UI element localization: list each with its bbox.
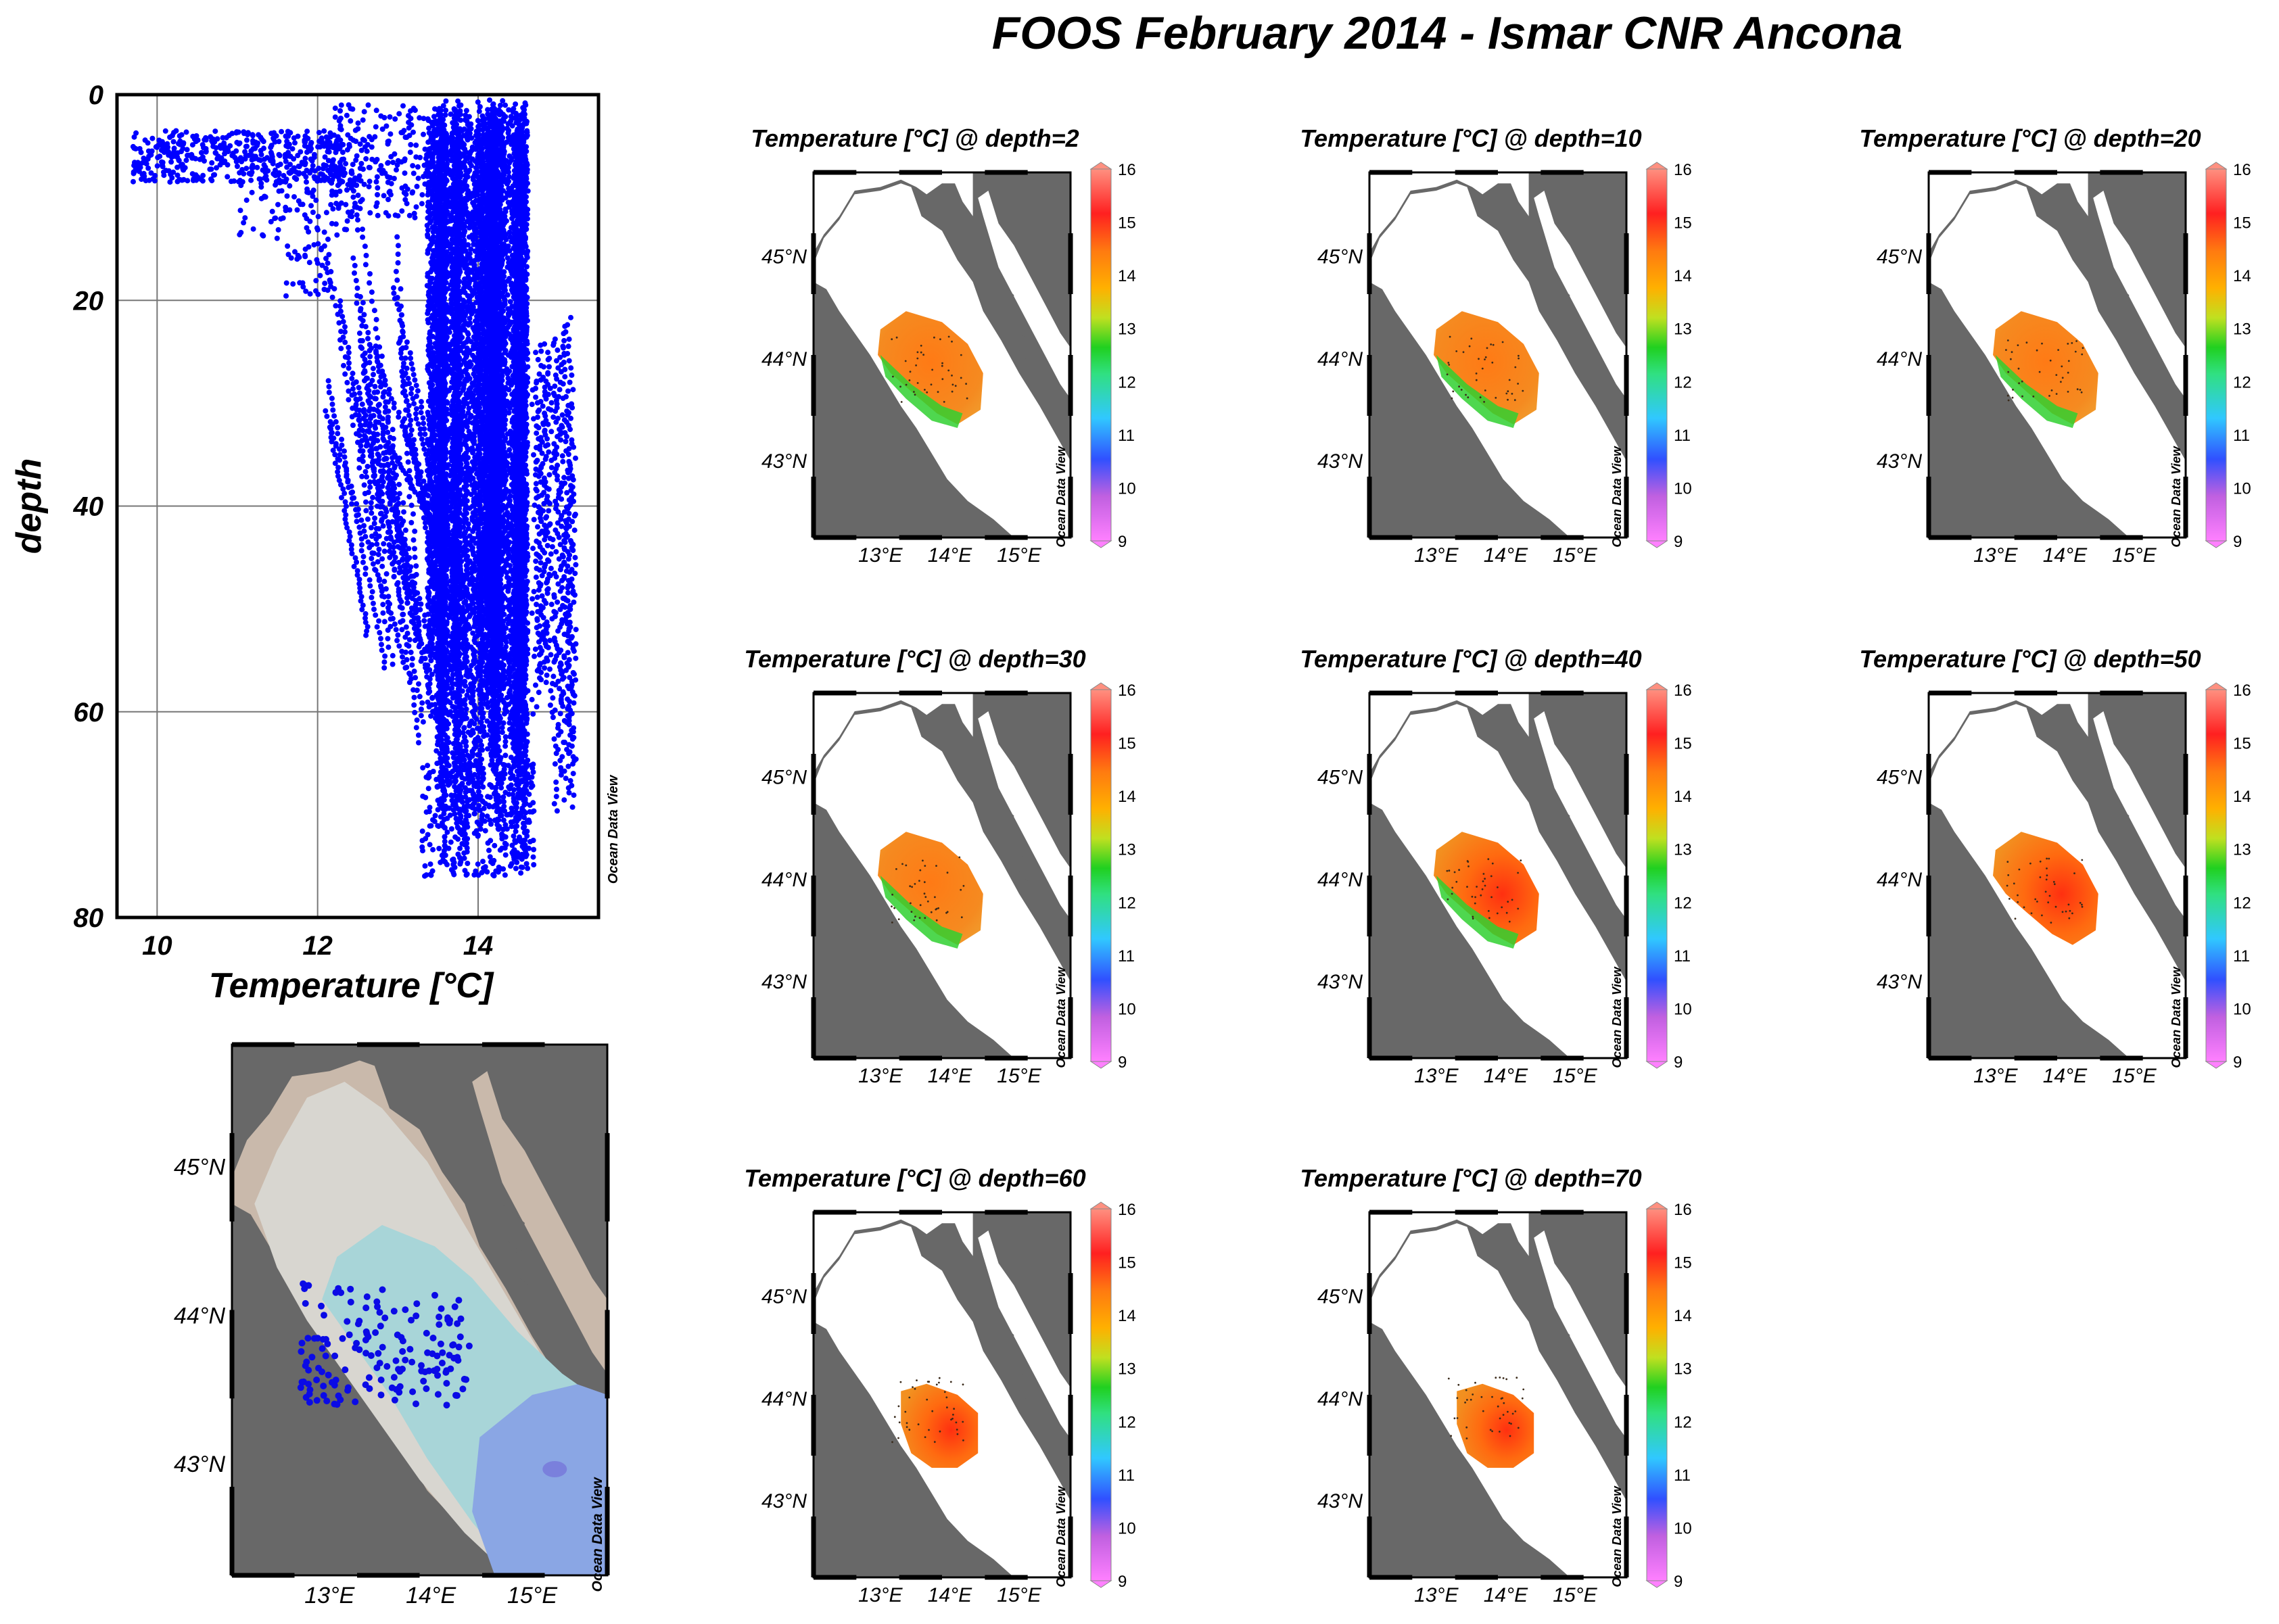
data-point	[499, 260, 505, 266]
data-point	[442, 112, 448, 118]
data-point	[502, 743, 509, 749]
data-point	[425, 270, 431, 277]
data-point	[425, 410, 431, 415]
data-point	[511, 819, 517, 825]
data-point	[523, 102, 529, 108]
data-point	[427, 243, 433, 249]
data-point	[427, 331, 433, 337]
data-point	[425, 586, 431, 592]
data-point	[498, 813, 504, 819]
data-point	[480, 784, 486, 790]
data-point	[427, 220, 433, 226]
data-point	[500, 794, 507, 800]
data-point	[426, 590, 432, 596]
data-point	[429, 345, 435, 351]
data-point	[489, 757, 495, 763]
data-point	[513, 865, 519, 871]
data-point	[502, 822, 509, 828]
data-point	[426, 335, 432, 341]
data-point	[467, 533, 473, 539]
data-point	[500, 496, 507, 502]
data-point	[440, 103, 446, 109]
data-point	[516, 772, 521, 778]
data-point	[513, 805, 519, 811]
data-point	[500, 135, 506, 141]
data-point	[521, 107, 527, 113]
data-point	[514, 823, 520, 829]
data-point	[425, 233, 431, 239]
data-point	[515, 763, 521, 769]
data-point	[499, 725, 505, 731]
data-point	[425, 215, 431, 221]
data-point	[500, 817, 507, 823]
data-point	[467, 316, 473, 321]
data-point	[425, 317, 431, 323]
data-point	[425, 247, 431, 254]
data-point	[468, 246, 474, 252]
data-point	[501, 798, 507, 805]
data-point	[425, 303, 431, 309]
data-point	[500, 542, 506, 548]
data-point	[497, 102, 503, 108]
data-point	[502, 738, 509, 744]
data-point	[427, 340, 433, 346]
data-point	[513, 828, 519, 834]
data-point	[470, 630, 476, 636]
data-point	[502, 753, 509, 759]
data-point	[498, 588, 504, 594]
data-point	[425, 308, 431, 314]
data-point	[498, 785, 504, 791]
data-point	[427, 618, 433, 623]
data-point	[443, 108, 449, 114]
data-point	[490, 101, 496, 107]
data-point	[425, 227, 431, 233]
data-point	[491, 110, 497, 116]
data-point	[475, 775, 481, 781]
data-point	[425, 594, 431, 600]
data-point	[513, 101, 519, 107]
data-point	[443, 98, 449, 104]
data-point	[427, 391, 433, 397]
data-point	[425, 368, 431, 374]
data-point	[499, 730, 505, 736]
data-point	[438, 755, 444, 761]
data-point	[487, 97, 492, 103]
data-point	[502, 734, 509, 740]
data-point	[511, 833, 517, 839]
data-point	[471, 241, 477, 247]
data-point	[428, 658, 434, 663]
data-point	[457, 845, 463, 851]
data-point	[500, 720, 507, 726]
page-title: FOOS February 2014 - Ismar CNR Ancona	[991, 7, 1903, 59]
data-point	[501, 803, 507, 809]
data-points	[130, 97, 579, 879]
